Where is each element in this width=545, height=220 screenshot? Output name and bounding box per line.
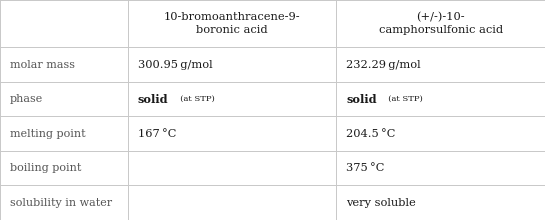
Text: molar mass: molar mass xyxy=(10,60,75,70)
Text: 232.29 g/mol: 232.29 g/mol xyxy=(346,60,421,70)
Text: melting point: melting point xyxy=(10,129,86,139)
Text: (at STP): (at STP) xyxy=(175,95,215,103)
Text: 10-bromoanthracene-9-
boronic acid: 10-bromoanthracene-9- boronic acid xyxy=(164,12,300,35)
Text: 204.5 °C: 204.5 °C xyxy=(346,129,396,139)
Text: boiling point: boiling point xyxy=(10,163,81,173)
Text: 300.95 g/mol: 300.95 g/mol xyxy=(138,60,213,70)
Text: (at STP): (at STP) xyxy=(383,95,423,103)
Text: solid: solid xyxy=(346,94,377,104)
Text: solid: solid xyxy=(138,94,168,104)
Text: phase: phase xyxy=(10,94,43,104)
Text: (+/-)-10-
camphorsulfonic acid: (+/-)-10- camphorsulfonic acid xyxy=(379,12,502,35)
Text: 167 °C: 167 °C xyxy=(138,129,176,139)
Text: 375 °C: 375 °C xyxy=(346,163,384,173)
Text: solubility in water: solubility in water xyxy=(10,198,112,208)
Text: very soluble: very soluble xyxy=(346,198,416,208)
